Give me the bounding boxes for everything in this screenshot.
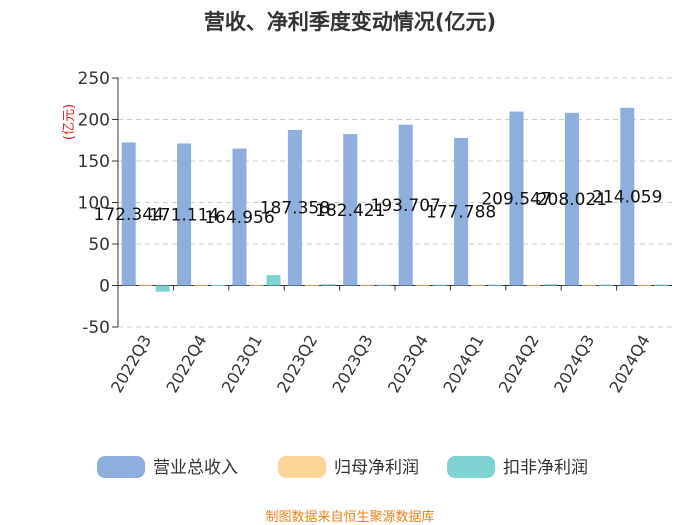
y-tick-label: 200 — [78, 111, 110, 131]
x-tick-label: 2024Q1 — [439, 332, 487, 396]
chart-title: 营收、净利季度变动情况(亿元) — [203, 10, 497, 34]
bar — [155, 285, 170, 292]
bar — [232, 148, 247, 286]
data-label: 182.421 — [315, 201, 385, 221]
y-tick-label: 100 — [78, 194, 110, 214]
bar — [343, 134, 358, 286]
bar — [194, 284, 209, 286]
x-tick-label: 2024Q2 — [495, 332, 543, 396]
y-unit-label: (亿元) — [62, 104, 77, 140]
bar — [654, 284, 669, 286]
x-tick-label: 2023Q4 — [384, 332, 432, 396]
bar — [581, 284, 596, 286]
bar — [509, 111, 524, 286]
y-tick-label: 150 — [78, 152, 110, 172]
legend: 营业总收入 归母净利润 扣非净利润 — [97, 456, 588, 478]
x-tick-label: 2024Q4 — [606, 332, 654, 396]
bar — [543, 284, 558, 286]
legend-swatch — [447, 456, 495, 478]
data-label: 171.114 — [149, 205, 219, 225]
bar — [266, 275, 281, 286]
x-tick-label: 2022Q4 — [162, 332, 210, 396]
x-tick-label: 2023Q2 — [273, 332, 321, 396]
bar — [138, 284, 153, 286]
bars — [121, 107, 669, 292]
bar — [526, 284, 541, 286]
data-label: 208.021 — [537, 190, 607, 210]
legend-swatch — [278, 456, 326, 478]
y-tick-label: 250 — [78, 69, 110, 89]
bar — [415, 284, 430, 286]
bar — [360, 284, 375, 286]
data-label: 172.344 — [94, 205, 164, 225]
x-tick-label: 2023Q3 — [329, 332, 377, 396]
bar — [398, 124, 413, 286]
legend-label: 营业总收入 — [153, 458, 238, 478]
data-label: 193.707 — [371, 196, 441, 216]
x-axis-ticks: 2022Q3 2022Q4 2023Q1 2023Q2 2023Q3 2023Q4 2024… — [107, 332, 654, 396]
y-tick-label: -50 — [82, 318, 110, 338]
bar — [304, 284, 319, 286]
data-label: 187.358 — [260, 199, 330, 219]
x-tick-label: 2023Q1 — [218, 332, 266, 396]
data-labels: 172.344171.114164.956187.358182.421193.7… — [94, 188, 663, 228]
x-tick-label: 2024Q3 — [550, 332, 598, 396]
legend-label: 扣非净利润 — [503, 458, 588, 478]
y-tick-label: 50 — [88, 235, 110, 255]
bar — [488, 284, 503, 286]
bar — [598, 284, 613, 286]
bar — [454, 137, 469, 286]
y-axis: -50 0 50 100 150 200 250 — [78, 69, 672, 338]
data-label: 209.547 — [481, 190, 551, 210]
bar — [377, 284, 392, 286]
bar — [177, 143, 192, 286]
data-label: 164.956 — [204, 208, 274, 228]
bar — [637, 284, 652, 286]
data-label: 177.788 — [426, 203, 496, 223]
bar — [564, 112, 579, 286]
bar — [249, 284, 264, 286]
data-label: 214.059 — [592, 188, 662, 208]
x-tick-label: 2022Q3 — [107, 332, 155, 396]
bar — [471, 284, 486, 286]
bar — [211, 285, 226, 287]
bar — [121, 142, 136, 286]
bar — [432, 284, 447, 286]
y-tick-label: 0 — [99, 277, 110, 297]
source-note: 制图数据来自恒生聚源数据库 — [265, 510, 435, 525]
bar — [287, 129, 302, 286]
bar — [321, 284, 336, 286]
bar — [620, 107, 635, 286]
legend-swatch — [97, 456, 145, 478]
legend-label: 归母净利润 — [334, 458, 419, 478]
